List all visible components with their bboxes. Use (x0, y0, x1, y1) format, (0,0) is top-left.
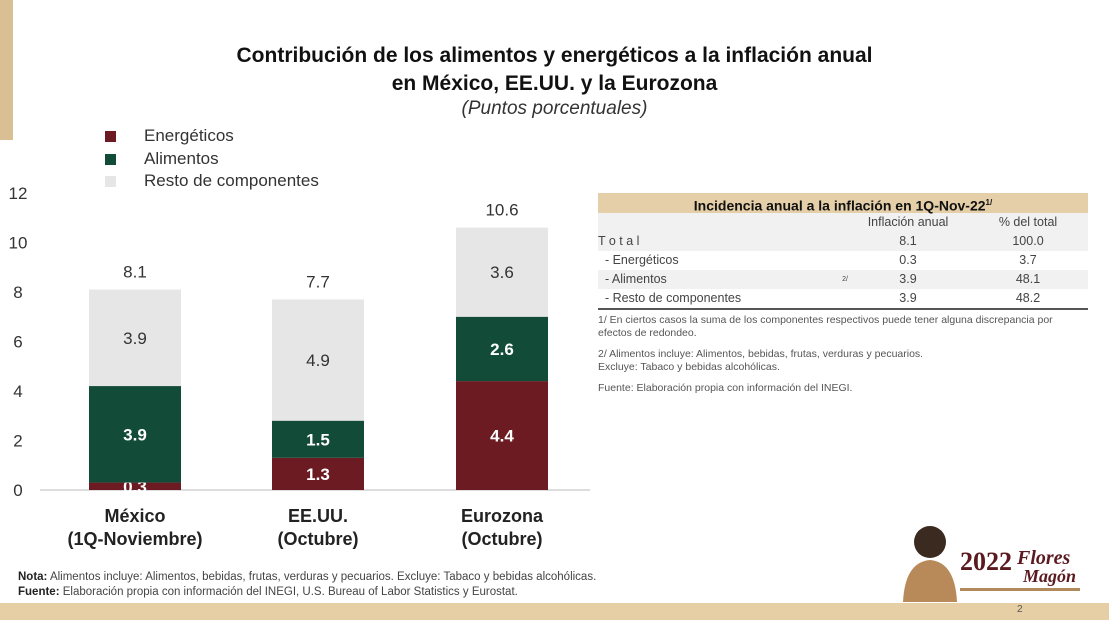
nota-line: Nota: Alimentos incluye: Alimentos, bebi… (18, 571, 597, 583)
legend-item-alimentos: Alimentos (105, 149, 219, 169)
legend-label: Alimentos (144, 149, 219, 168)
total-label: 8.1 (123, 263, 147, 282)
data-label: 1.5 (306, 430, 330, 449)
svg-text:2022: 2022 (960, 547, 1012, 576)
table-row: - Alimentos 2/3.9 48.1 (598, 270, 1088, 289)
svg-text:Magón: Magón (1022, 566, 1076, 586)
subtitle: (Puntos porcentuales) (461, 98, 648, 119)
footnote-2a: 2/ Alimentos incluye: Alimentos, bebidas… (598, 348, 924, 360)
table-row: - Resto de componentes 3.9 48.2 (598, 291, 1041, 305)
legend-item-resto: Resto de componentes (105, 171, 319, 191)
y-tick-label: 10 (9, 234, 28, 253)
legend-swatch (105, 130, 116, 142)
data-label: 3.9 (123, 425, 147, 444)
y-tick-label: 4 (13, 382, 22, 401)
footnote-1: 1/ En ciertos casos la suma de los compo… (598, 314, 1053, 339)
bar-segment-energéticos (456, 381, 548, 490)
incidence-table: Incidencia anual a la inflación en 1Q-No… (598, 193, 1088, 395)
footnote-2b: Excluye: Tabaco y bebidas alcohólicas. (598, 361, 780, 373)
notes: Nota: Alimentos incluye: Alimentos, bebi… (18, 570, 596, 600)
ricardo-flores-magon-logo: 2022 Flores Magón (903, 526, 1080, 602)
category-label: (Octubre) (278, 529, 359, 549)
y-tick-label: 12 (9, 184, 28, 203)
y-tick-label: 8 (13, 283, 22, 302)
fuente-line: Fuente: Elaboración propia con informaci… (18, 586, 518, 598)
y-tick-label: 2 (13, 432, 22, 451)
data-label: 3.9 (123, 329, 147, 348)
data-label: 4.9 (306, 351, 330, 370)
bar-segment-energéticos (272, 457, 364, 490)
stacked-bar-chart: 0246810120.33.93.98.1México(1Q-Noviembre… (9, 184, 590, 549)
page-title: Contribución de los alimentos y energéti… (0, 42, 1109, 98)
y-tick-label: 0 (13, 481, 22, 500)
table-header-row: Inflación anual% del total (598, 213, 1088, 232)
bar-segment-alimentos (89, 386, 181, 483)
data-label: 2.6 (490, 340, 514, 359)
bar-segment-resto-de-componentes (456, 227, 548, 317)
table-source: Fuente: Elaboración propia con informaci… (598, 382, 853, 394)
table-row: - Energéticos 0.3 3.7 (598, 253, 1037, 267)
bar-segment-energéticos (89, 482, 181, 490)
title-line-1: Contribución de los alimentos y energéti… (236, 44, 873, 67)
table-title: Incidencia anual a la inflación en 1Q-No… (598, 193, 1088, 214)
category-label: (Octubre) (462, 529, 543, 549)
category-label: EE.UU. (288, 506, 348, 526)
category-label: México (104, 506, 165, 526)
decorative-strip (0, 0, 13, 140)
page-number: 2 (1017, 604, 1023, 615)
legend-label: Energéticos (144, 126, 234, 145)
legend-swatch (105, 153, 116, 165)
title-line-2: en México, EE.UU. y la Eurozona (391, 72, 718, 95)
bar-segment-alimentos (272, 420, 364, 458)
table-row: T o t a l 8.1 100.0 (598, 232, 1088, 251)
total-label: 7.7 (306, 272, 330, 291)
category-label: Eurozona (461, 506, 544, 526)
legend-item-energeticos: Energéticos (105, 126, 234, 146)
bar-segment-alimentos (456, 316, 548, 382)
bar-segment-resto-de-componentes (272, 299, 364, 421)
bar-segment-resto-de-componentes (89, 289, 181, 387)
total-label: 10.6 (485, 201, 518, 220)
legend-label: Resto de componentes (144, 171, 319, 190)
data-label: 3.6 (490, 263, 514, 282)
footer-band (0, 603, 1109, 620)
data-label: 1.3 (306, 465, 330, 484)
category-label: (1Q-Noviembre) (67, 529, 202, 549)
svg-text:Flores: Flores (1016, 547, 1071, 569)
legend-swatch (105, 175, 116, 187)
y-tick-label: 6 (13, 333, 22, 352)
data-label: 4.4 (490, 427, 514, 446)
